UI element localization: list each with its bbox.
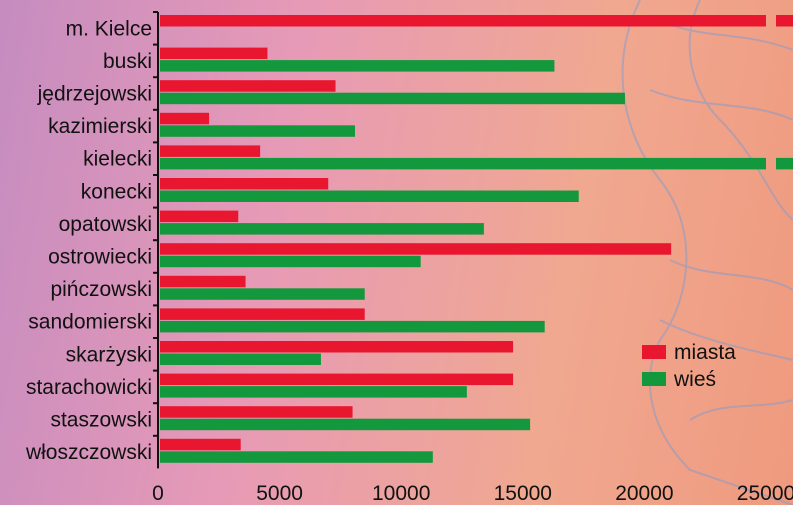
- bar-wieś: [160, 157, 766, 170]
- category-label: m. Kielce: [66, 17, 152, 40]
- bar-miasta: [160, 112, 210, 125]
- bar-miasta: [160, 178, 329, 190]
- bar-miasta: [160, 243, 672, 255]
- bar-miasta: [160, 308, 365, 320]
- bar-wieś: [160, 353, 321, 365]
- bar-wieś: [160, 223, 484, 235]
- bar-miasta: [160, 80, 336, 92]
- category-label: kielecki: [83, 148, 152, 171]
- category-label: opatowski: [59, 213, 152, 236]
- x-tick-label: 15000: [494, 482, 552, 505]
- category-label: skarżyski: [66, 343, 152, 366]
- bar-wieś: [160, 125, 355, 137]
- legend-label: wieś: [673, 368, 716, 391]
- legend-swatch-miasta: [642, 345, 666, 359]
- bar-wieś: [160, 60, 555, 72]
- bar-wieś: [160, 418, 531, 431]
- bar-miasta: [160, 145, 261, 157]
- bar-wieś: [160, 255, 421, 268]
- bar-miasta-overflow: [776, 15, 793, 27]
- bar-miasta: [160, 341, 514, 353]
- bar-wieś: [160, 451, 433, 463]
- x-tick-label: 5000: [256, 482, 303, 505]
- x-tick-label: 20000: [615, 482, 673, 505]
- bar-wieś-overflow: [776, 157, 793, 170]
- category-label: starachowicki: [26, 376, 152, 399]
- bar-wieś: [160, 190, 579, 202]
- bar-miasta: [160, 373, 514, 386]
- category-label: buski: [103, 50, 152, 73]
- bar-miasta: [160, 47, 268, 60]
- x-tick-label: 0: [152, 482, 164, 505]
- bar-miasta: [160, 438, 241, 451]
- legend-swatch-wieś: [642, 372, 666, 386]
- x-tick-label: 10000: [372, 482, 430, 505]
- bar-wieś: [160, 320, 545, 333]
- bar-miasta: [160, 275, 246, 288]
- bar-miasta: [160, 15, 766, 27]
- bar-miasta: [160, 210, 239, 223]
- category-label: ostrowiecki: [48, 246, 152, 269]
- bar-wieś: [160, 92, 625, 105]
- bar-miasta: [160, 406, 353, 418]
- category-label: jędrzejowski: [37, 83, 152, 106]
- category-label: kazimierski: [48, 115, 152, 138]
- x-tick-label: 25000: [737, 482, 793, 505]
- category-label: pińczowski: [50, 278, 152, 301]
- category-label: włoszczowski: [25, 441, 152, 464]
- bar-wieś: [160, 288, 365, 300]
- legend-label: miasta: [674, 341, 736, 364]
- category-label: staszowski: [50, 409, 152, 432]
- category-label: konecki: [81, 180, 152, 203]
- category-label: sandomierski: [28, 311, 152, 334]
- bar-wieś: [160, 386, 467, 398]
